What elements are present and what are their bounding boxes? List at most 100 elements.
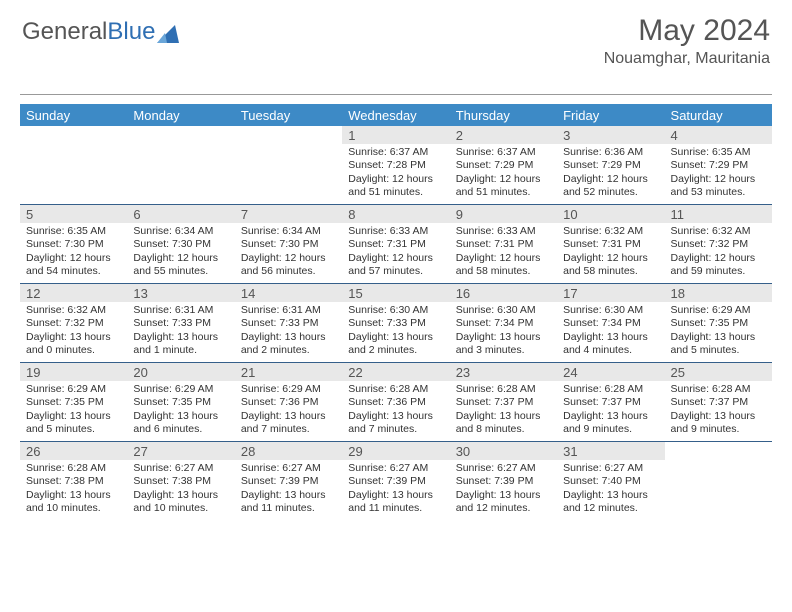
daylight-text: Daylight: 12 hours and 51 minutes. — [348, 173, 443, 200]
calendar-day-cell: 15 Sunrise: 6:30 AMSunset: 7:33 PMDayligh… — [342, 284, 449, 362]
day-content: Sunrise: 6:34 AMSunset: 7:30 PMDaylight:… — [235, 223, 342, 283]
day-header-mon: Monday — [127, 104, 234, 126]
daylight-text: Daylight: 13 hours and 6 minutes. — [133, 410, 228, 437]
header-right: May 2024 Nouamghar, Mauritania — [604, 14, 770, 68]
calendar-day-cell: 22Sunrise: 6:28 AMSunset: 7:36 PMDayligh… — [342, 363, 449, 441]
sunrise-text: Sunrise: 6:33 AM — [348, 225, 443, 238]
sunset-text: Sunset: 7:39 PM — [456, 475, 551, 488]
sunset-text: Sunset: 7:31 PM — [456, 238, 551, 251]
sunrise-text: Sunrise: 6:31 AM — [133, 304, 228, 317]
day-number — [20, 126, 127, 144]
day-number — [665, 442, 772, 460]
day-header-wed: Wednesday — [342, 104, 449, 126]
sunrise-text: Sunrise: 6:32 AM — [563, 225, 658, 238]
sunset-text: Sunset: 7:40 PM — [563, 475, 658, 488]
day-number: 14 — [235, 284, 342, 302]
brand-triangle-icon — [157, 25, 179, 43]
sunset-text: Sunset: 7:29 PM — [456, 159, 551, 172]
calendar-day-cell: 14Sunrise: 6:31 AMSunset: 7:33 PMDayligh… — [235, 284, 342, 362]
calendar-day-cell: 24Sunrise: 6:28 AMSunset: 7:37 PMDayligh… — [557, 363, 664, 441]
sunset-text: Sunset: 7:29 PM — [563, 159, 658, 172]
sunset-text: Sunset: 7:35 PM — [133, 396, 228, 409]
calendar-day-cell: 18Sunrise: 6:29 AMSunset: 7:35 PMDayligh… — [665, 284, 772, 362]
sunrise-text: Sunrise: 6:34 AM — [241, 225, 336, 238]
day-number: 18 — [665, 284, 772, 302]
day-content: Sunrise: 6:28 AMSunset: 7:38 PMDaylight:… — [20, 460, 127, 520]
sunset-text: Sunset: 7:37 PM — [456, 396, 551, 409]
page-title: May 2024 — [604, 14, 770, 48]
day-number: 9 — [450, 205, 557, 223]
day-content: Sunrise: 6:29 AMSunset: 7:35 PMDaylight:… — [20, 381, 127, 441]
daylight-text: Daylight: 13 hours and 3 minutes. — [456, 331, 551, 358]
daylight-text: Daylight: 13 hours and 2 minutes. — [241, 331, 336, 358]
sunset-text: Sunset: 7:33 PM — [348, 317, 443, 330]
day-number: 12 — [20, 284, 127, 302]
sunset-text: Sunset: 7:35 PM — [671, 317, 766, 330]
day-content — [665, 460, 772, 520]
sunrise-text: Sunrise: 6:27 AM — [456, 462, 551, 475]
daylight-text: Daylight: 13 hours and 11 minutes. — [348, 489, 443, 516]
day-number: 13 — [127, 284, 234, 302]
sunrise-text: Sunrise: 6:35 AM — [671, 146, 766, 159]
sunset-text: Sunset: 7:30 PM — [133, 238, 228, 251]
calendar-day-cell: 29Sunrise: 6:27 AMSunset: 7:39 PMDayligh… — [342, 442, 449, 520]
day-number: 15 — [342, 284, 449, 302]
day-number: 1 — [342, 126, 449, 144]
sunrise-text: Sunrise: 6:30 AM — [348, 304, 443, 317]
day-content: Sunrise: 6:34 AMSunset: 7:30 PMDaylight:… — [127, 223, 234, 283]
calendar-day-cell: 16Sunrise: 6:30 AMSunset: 7:34 PMDayligh… — [450, 284, 557, 362]
sunrise-text: Sunrise: 6:27 AM — [241, 462, 336, 475]
day-content: Sunrise: 6:28 AMSunset: 7:37 PMDaylight:… — [665, 381, 772, 441]
calendar-day-cell: 9Sunrise: 6:33 AMSunset: 7:31 PMDaylight… — [450, 205, 557, 283]
sunrise-text: Sunrise: 6:28 AM — [671, 383, 766, 396]
calendar-day-cell: 10Sunrise: 6:32 AMSunset: 7:31 PMDayligh… — [557, 205, 664, 283]
sunset-text: Sunset: 7:36 PM — [348, 396, 443, 409]
sunrise-text: Sunrise: 6:29 AM — [133, 383, 228, 396]
day-content: Sunrise: 6:27 AMSunset: 7:38 PMDaylight:… — [127, 460, 234, 520]
day-number: 29 — [342, 442, 449, 460]
daylight-text: Daylight: 13 hours and 1 minute. — [133, 331, 228, 358]
sunset-text: Sunset: 7:31 PM — [563, 238, 658, 251]
sunset-text: Sunset: 7:35 PM — [26, 396, 121, 409]
day-content: Sunrise: 6:36 AMSunset: 7:29 PMDaylight:… — [557, 144, 664, 204]
day-number: 21 — [235, 363, 342, 381]
calendar-grid: Sunday Monday Tuesday Wednesday Thursday… — [20, 104, 772, 520]
calendar-day-cell: 1Sunrise: 6:37 AMSunset: 7:28 PMDaylight… — [342, 126, 449, 204]
day-content: Sunrise: 6:27 AMSunset: 7:39 PMDaylight:… — [235, 460, 342, 520]
daylight-text: Daylight: 12 hours and 57 minutes. — [348, 252, 443, 279]
sunset-text: Sunset: 7:39 PM — [241, 475, 336, 488]
day-number: 24 — [557, 363, 664, 381]
sunrise-text: Sunrise: 6:32 AM — [26, 304, 121, 317]
daylight-text: Daylight: 12 hours and 53 minutes. — [671, 173, 766, 200]
sunset-text: Sunset: 7:30 PM — [241, 238, 336, 251]
daylight-text: Daylight: 13 hours and 5 minutes. — [26, 410, 121, 437]
sunset-text: Sunset: 7:37 PM — [671, 396, 766, 409]
day-content: Sunrise: 6:35 AMSunset: 7:30 PMDaylight:… — [20, 223, 127, 283]
daylight-text: Daylight: 13 hours and 9 minutes. — [563, 410, 658, 437]
day-number: 3 — [557, 126, 664, 144]
daylight-text: Daylight: 13 hours and 9 minutes. — [671, 410, 766, 437]
day-number — [235, 126, 342, 144]
sunset-text: Sunset: 7:32 PM — [671, 238, 766, 251]
calendar-day-cell: 2Sunrise: 6:37 AMSunset: 7:29 PMDaylight… — [450, 126, 557, 204]
day-content: Sunrise: 6:37 AMSunset: 7:29 PMDaylight:… — [450, 144, 557, 204]
sunrise-text: Sunrise: 6:28 AM — [26, 462, 121, 475]
daylight-text: Daylight: 12 hours and 52 minutes. — [563, 173, 658, 200]
brand-text: GeneralBlue — [22, 18, 155, 46]
daylight-text: Daylight: 12 hours and 55 minutes. — [133, 252, 228, 279]
daylight-text: Daylight: 13 hours and 2 minutes. — [348, 331, 443, 358]
sunrise-text: Sunrise: 6:36 AM — [563, 146, 658, 159]
daylight-text: Daylight: 13 hours and 4 minutes. — [563, 331, 658, 358]
sunset-text: Sunset: 7:39 PM — [348, 475, 443, 488]
page-location: Nouamghar, Mauritania — [604, 50, 770, 68]
calendar-week-row: 19Sunrise: 6:29 AMSunset: 7:35 PMDayligh… — [20, 362, 772, 441]
calendar-day-cell: 27Sunrise: 6:27 AMSunset: 7:38 PMDayligh… — [127, 442, 234, 520]
calendar-day-cell — [127, 126, 234, 204]
calendar-day-cell: 25Sunrise: 6:28 AMSunset: 7:37 PMDayligh… — [665, 363, 772, 441]
day-number: 2 — [450, 126, 557, 144]
sunrise-text: Sunrise: 6:28 AM — [456, 383, 551, 396]
sunrise-text: Sunrise: 6:29 AM — [241, 383, 336, 396]
day-content — [20, 144, 127, 204]
day-number: 31 — [557, 442, 664, 460]
day-number: 23 — [450, 363, 557, 381]
